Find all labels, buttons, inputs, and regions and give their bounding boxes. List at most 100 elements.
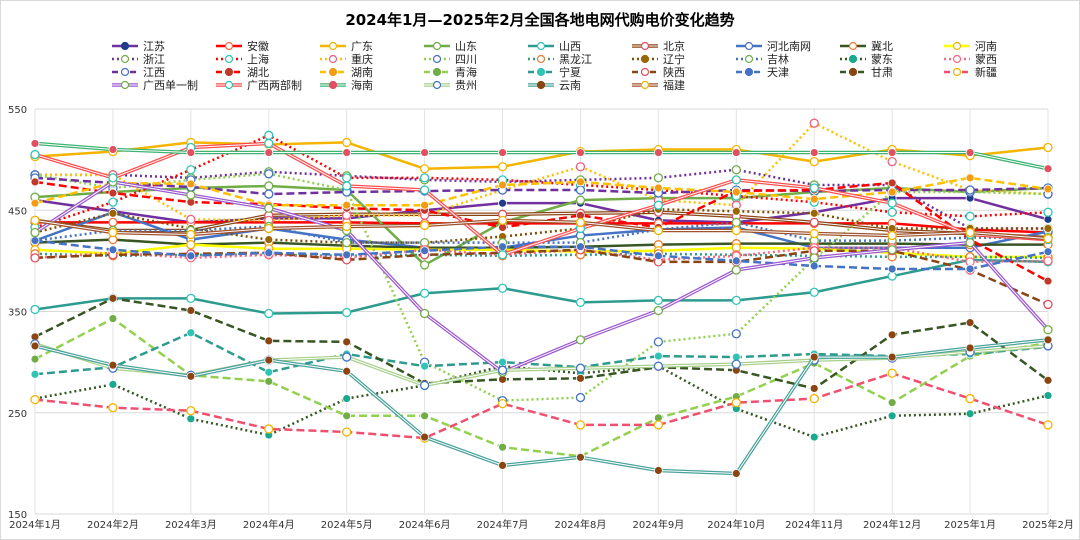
legend-swatch-icon: [112, 54, 138, 63]
legend-label: 蒙西: [975, 52, 997, 66]
data-point-吉林: [342, 237, 352, 248]
data-point-新疆: [30, 394, 40, 405]
data-point-辽宁: [809, 208, 819, 218]
data-point-四川: [731, 329, 741, 339]
data-point-广西两部制: [419, 185, 430, 195]
legend-swatch-icon: [528, 67, 554, 77]
data-point-新疆: [887, 368, 897, 378]
data-point-江西: [575, 185, 586, 195]
data-point-广西单一制: [264, 203, 274, 213]
data-point-天津: [186, 251, 196, 261]
data-point-海南: [342, 148, 352, 157]
series-line-inner-福建: [34, 219, 1049, 240]
legend-swatch-icon: [320, 41, 346, 50]
legend-swatch-icon: [112, 67, 138, 77]
data-point-蒙东: [887, 411, 897, 421]
data-point-广西单一制: [731, 265, 741, 275]
legend-item: 蒙西: [944, 52, 997, 66]
data-point-贵州: [653, 361, 664, 371]
data-point-福建: [887, 230, 897, 241]
x-tick-label: 2024年11月: [785, 518, 843, 531]
data-point-海南: [887, 148, 897, 157]
legend-item: 上海: [216, 52, 269, 66]
y-tick-label: 550: [8, 105, 27, 116]
data-point-上海: [108, 197, 118, 207]
data-point-天津: [264, 248, 274, 258]
data-point-新疆: [731, 397, 741, 408]
data-point-湖北: [30, 177, 40, 187]
data-point-新疆: [108, 403, 118, 413]
data-point-湖南: [342, 200, 352, 210]
data-point-福建: [731, 225, 741, 236]
legend-item: 蒙东: [840, 52, 893, 66]
legend-swatch-icon: [632, 41, 658, 50]
data-point-四川: [653, 337, 664, 347]
data-point-重庆: [809, 118, 819, 128]
series-line-蒙西: [34, 246, 1049, 264]
data-point-辽宁: [1043, 224, 1053, 233]
data-point-蒙东: [1043, 391, 1053, 400]
legend-label: 山西: [559, 39, 581, 53]
data-point-新疆: [342, 427, 352, 437]
data-point-云南: [1043, 335, 1053, 345]
series-line-inner-广西单一制: [34, 181, 1049, 373]
data-point-广西两部制: [653, 200, 664, 210]
data-point-湖南: [653, 183, 663, 193]
series-line-青海: [34, 317, 1049, 458]
data-point-贵州: [419, 380, 430, 391]
legend-label: 山东: [455, 39, 477, 53]
data-point-江西: [965, 185, 975, 195]
legend-item: 广东: [320, 39, 373, 53]
data-point-广西单一制: [30, 227, 40, 238]
legend-item: 海南: [320, 79, 373, 92]
data-point-天津: [342, 250, 352, 260]
data-point-福建: [809, 228, 819, 239]
x-tick-label: 2024年8月: [555, 518, 607, 531]
data-point-云南: [498, 460, 507, 470]
x-tick-label: 2024年4月: [243, 518, 295, 531]
legend-label: 湖南: [351, 66, 373, 80]
legend: 江苏 安徽 广东 山东 山西 北京 河北南网 冀北 河南 浙江 上海 重庆 四川 黑龙江 辽宁 吉林 蒙东 蒙西江…: [112, 39, 1072, 95]
data-point-甘肃: [576, 373, 585, 383]
data-point-青海: [30, 354, 40, 364]
data-point-北京: [809, 217, 819, 228]
data-point-蒙西: [1043, 256, 1053, 266]
legend-item: 山东: [424, 39, 477, 53]
data-point-新疆: [1043, 420, 1053, 430]
data-point-上海: [186, 165, 196, 175]
data-point-重庆: [575, 162, 586, 172]
data-point-云南: [965, 343, 975, 353]
data-point-安徽: [108, 217, 118, 228]
data-point-福建: [186, 229, 196, 240]
legend-item: 四川: [424, 52, 477, 66]
data-point-湖北: [887, 178, 897, 188]
data-point-海南: [30, 139, 40, 148]
legend-swatch-icon: [216, 41, 242, 50]
data-point-福建: [419, 220, 430, 231]
series-line-甘肃: [34, 297, 1049, 390]
series-line-inner-北京: [34, 211, 1049, 239]
data-point-天津: [965, 264, 975, 274]
data-point-上海: [342, 173, 352, 183]
data-point-天津: [108, 245, 118, 255]
data-point-海南: [420, 148, 430, 157]
data-point-新疆: [653, 420, 664, 430]
data-point-山西: [186, 293, 196, 303]
data-point-湖南: [576, 177, 585, 187]
data-point-四川: [264, 169, 274, 179]
series-line-inner-云南: [34, 339, 1049, 475]
legend-label: 甘肃: [871, 66, 893, 80]
legend-swatch-icon: [840, 41, 866, 50]
data-point-云南: [653, 466, 663, 475]
data-point-湖南: [809, 194, 819, 204]
data-point-海南: [809, 148, 819, 157]
data-point-贵州: [342, 352, 352, 362]
data-point-海南: [653, 148, 663, 157]
data-point-新疆: [809, 393, 819, 404]
data-point-福建: [342, 221, 352, 232]
data-point-云南: [731, 469, 741, 478]
data-point-湖北: [108, 188, 118, 198]
data-point-天津: [498, 242, 507, 252]
legend-label: 海南: [351, 79, 373, 93]
legend-swatch-icon: [736, 54, 762, 63]
